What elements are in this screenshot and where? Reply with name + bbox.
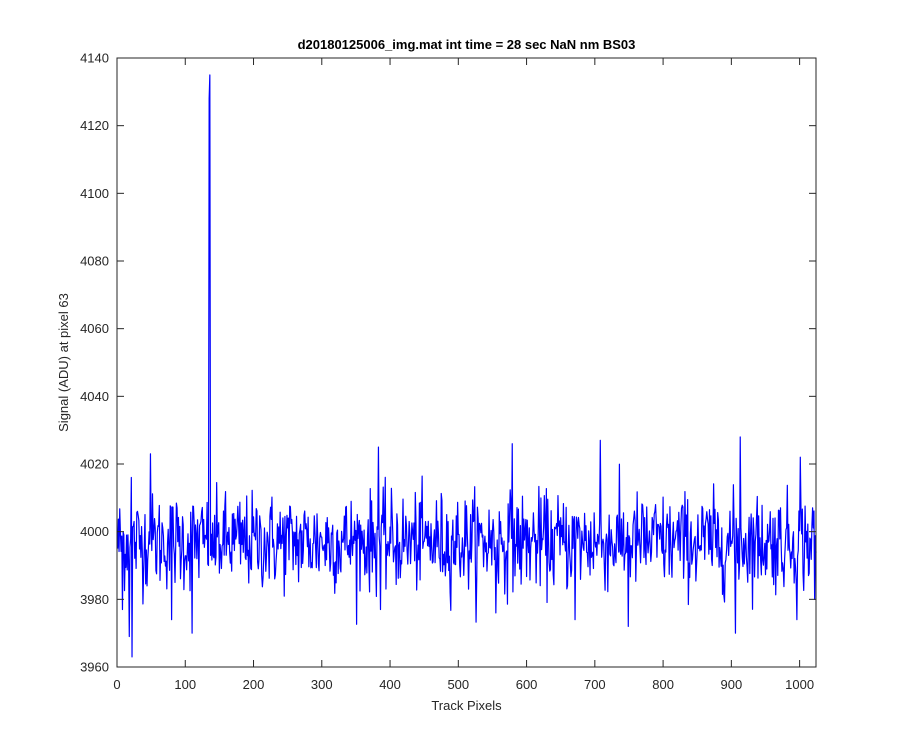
x-tick-label: 500 bbox=[447, 677, 469, 692]
y-tick-label: 4100 bbox=[80, 186, 109, 201]
x-axis-label: Track Pixels bbox=[431, 698, 502, 713]
x-tick-label: 800 bbox=[652, 677, 674, 692]
x-tick-label: 400 bbox=[379, 677, 401, 692]
x-tick-label: 0 bbox=[113, 677, 120, 692]
y-tick-label: 3960 bbox=[80, 660, 109, 675]
axes: 0 100 200 300 400 500 600 700 800 900 1000 3960 3980… bbox=[80, 51, 817, 692]
y-tick-label: 4060 bbox=[80, 321, 109, 336]
series-line bbox=[117, 74, 817, 658]
y-tick-label: 4000 bbox=[80, 524, 109, 539]
y-tick-label: 4040 bbox=[80, 389, 109, 404]
plot-area bbox=[117, 74, 817, 658]
x-tick-label: 300 bbox=[311, 677, 333, 692]
x-tick-label: 200 bbox=[243, 677, 265, 692]
x-tick-label: 900 bbox=[721, 677, 743, 692]
y-tick-label: 4080 bbox=[80, 254, 109, 269]
chart-title: d20180125006_img.mat int time = 28 sec N… bbox=[298, 37, 636, 52]
y-axis-label: Signal (ADU) at pixel 63 bbox=[56, 293, 71, 432]
x-tick-label: 1000 bbox=[785, 677, 814, 692]
y-tick-label: 4140 bbox=[80, 51, 109, 66]
y-tick-label: 4020 bbox=[80, 457, 109, 472]
axes-box bbox=[116, 57, 817, 668]
x-tick-label: 700 bbox=[584, 677, 606, 692]
x-tick-label: 100 bbox=[174, 677, 196, 692]
y-tick-label: 4120 bbox=[80, 118, 109, 133]
x-tick-label: 600 bbox=[516, 677, 538, 692]
y-tick-label: 3980 bbox=[80, 592, 109, 607]
